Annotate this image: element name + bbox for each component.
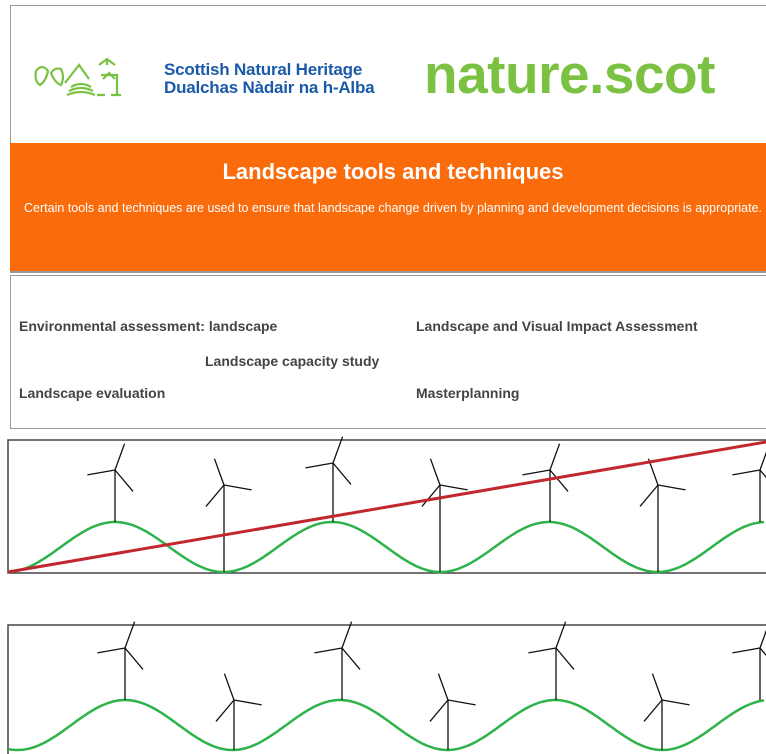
turbine-blade [206,485,224,506]
turbine-blade [234,700,262,705]
turbine-blade [652,674,662,700]
turbine-blade [214,459,224,485]
turbine-blade [662,700,690,705]
turbine-blade [440,485,468,490]
turbine-blade [528,648,556,653]
turbine-blade [550,470,568,491]
turbine-blade [87,470,115,475]
turbine-blade [224,674,234,700]
turbine-blade [732,648,760,653]
turbine-blade [422,485,440,506]
page: Scottish Natural Heritage Dualchas Nàdai… [0,0,766,754]
turbine-blade [448,700,476,705]
turbine-blade [550,444,560,470]
turbine-blade [430,459,440,485]
turbine-blade [658,485,686,490]
turbine-blade [644,700,662,721]
trend-line [8,442,766,572]
turbine-blade [125,648,143,669]
turbine-blade [556,648,574,669]
turbine-blade [760,444,766,470]
turbine-blade [438,674,448,700]
turbine-blade [732,470,760,475]
diagrams [0,0,766,754]
turbine-blade [97,648,125,653]
hill-line [8,700,764,750]
turbine-blade [522,470,550,475]
turbine-blade [760,648,766,669]
turbine-blade [305,463,333,468]
diagram-frame [8,625,766,754]
turbine-blade [115,470,133,491]
hill-line [8,522,764,572]
turbine-blade [216,700,234,721]
turbine-blade [224,485,252,490]
turbine-blade [430,700,448,721]
turbine-blade [640,485,658,506]
turbine-blade [314,648,342,653]
turbine-blade [760,470,766,491]
turbine-blade [333,463,351,484]
turbine-blade [342,648,360,669]
turbine-blade [115,444,125,470]
